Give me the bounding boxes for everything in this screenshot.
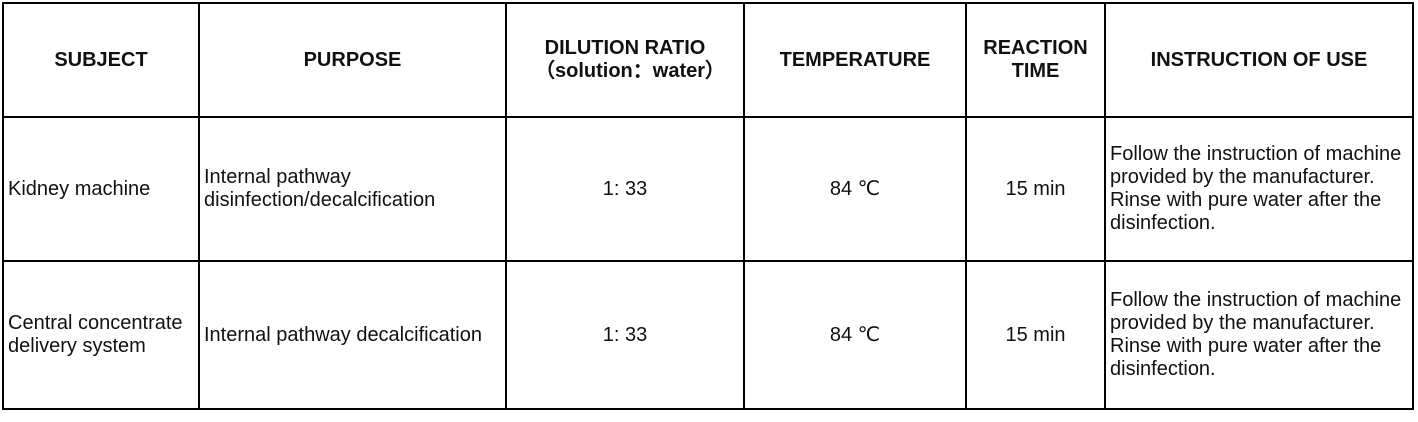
header-row: SUBJECT PURPOSE DILUTION RATIO（solution：… bbox=[2, 2, 1414, 118]
table-body: Kidney machine Internal pathway disinfect… bbox=[2, 116, 1414, 410]
header-cell: REACTION TIME bbox=[965, 2, 1106, 118]
header-cell: SUBJECT bbox=[2, 2, 200, 118]
table-cell: Follow the instruction of machine provid… bbox=[1104, 116, 1414, 262]
table-cell: 84 ℃ bbox=[743, 260, 967, 410]
table-cell: Kidney machine bbox=[2, 116, 200, 262]
table-cell: Central concentrate delivery system bbox=[2, 260, 200, 410]
table-cell: 15 min bbox=[965, 116, 1106, 262]
header-cell: TEMPERATURE bbox=[743, 2, 967, 118]
table-cell: 1: 33 bbox=[505, 116, 745, 262]
table-cell: Internal pathway decalcification bbox=[198, 260, 507, 410]
header-cell: DILUTION RATIO（solution：water） bbox=[505, 2, 745, 118]
data-table: SUBJECT PURPOSE DILUTION RATIO（solution：… bbox=[2, 2, 1414, 410]
table-row: Central concentrate delivery system Inter… bbox=[2, 260, 1414, 410]
table-cell: 84 ℃ bbox=[743, 116, 967, 262]
table-row: Kidney machine Internal pathway disinfect… bbox=[2, 116, 1414, 262]
header-cell: PURPOSE bbox=[198, 2, 507, 118]
table-cell: 1: 33 bbox=[505, 260, 745, 410]
table-cell: 15 min bbox=[965, 260, 1106, 410]
header-cell: INSTRUCTION OF USE bbox=[1104, 2, 1414, 118]
table-cell: Internal pathway disinfection/decalcific… bbox=[198, 116, 507, 262]
table-cell: Follow the instruction of machine provid… bbox=[1104, 260, 1414, 410]
